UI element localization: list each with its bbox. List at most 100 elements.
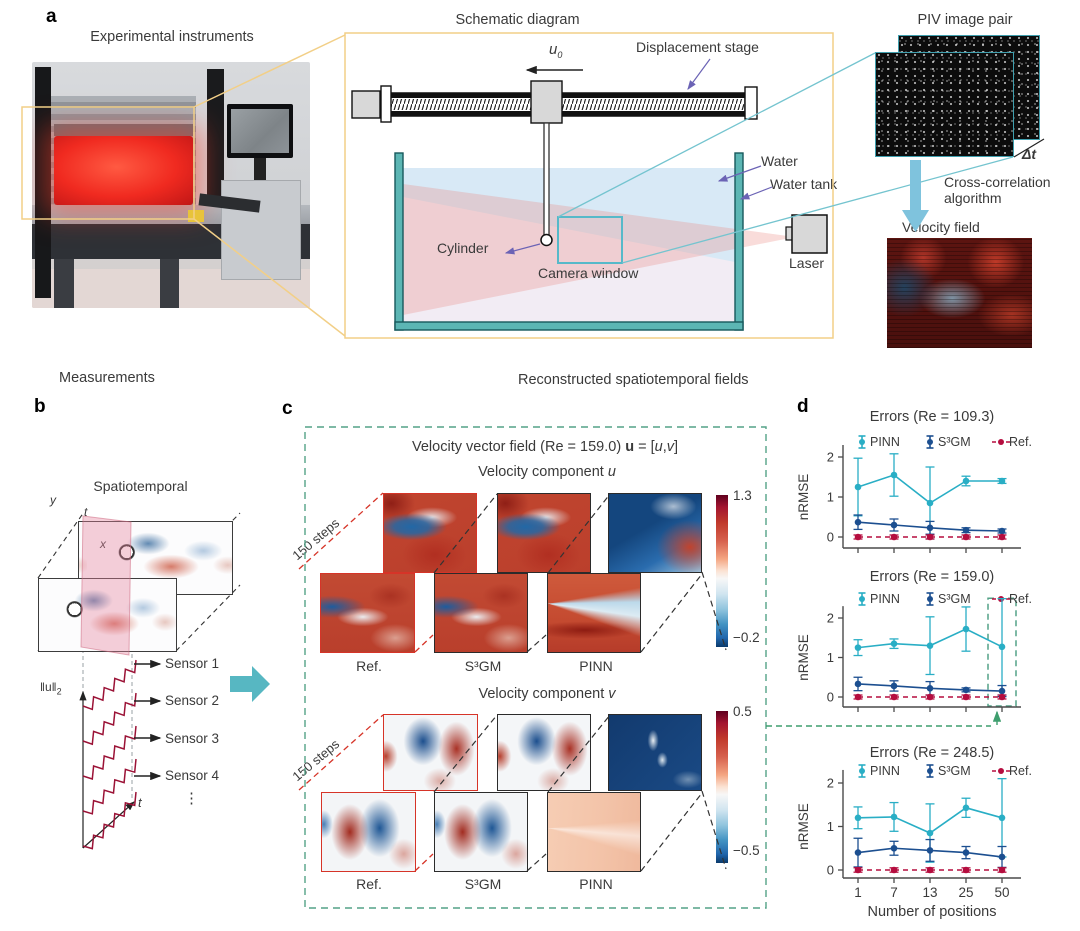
svg-text:7: 7 [890, 885, 898, 900]
svg-text:PINN: PINN [870, 764, 900, 778]
svg-text:Ref.: Ref. [1009, 435, 1032, 449]
monitor-screen [230, 108, 290, 153]
cylinder-graphic [540, 233, 553, 247]
sensor-3-label: Sensor 3 [165, 731, 220, 746]
error-plot-re109: Errors (Re = 109.3) PINN S³GM Ref. 0 1 2 nRMSE [796, 409, 1032, 553]
camera-window-label: Camera window [538, 265, 639, 281]
colorbar-v [716, 711, 728, 863]
svg-text:S³GM: S³GM [938, 592, 971, 606]
sensor-4-label: Sensor 4 [165, 768, 220, 783]
svg-text:1: 1 [827, 819, 834, 834]
u0-label: u0 [549, 41, 562, 60]
sensor-ellipsis: ⋮ [184, 790, 199, 807]
velocity-field-label: Velocity field [902, 219, 980, 235]
svg-text:nRMSE: nRMSE [796, 803, 811, 850]
heatmap-v-s3gm-back [497, 714, 591, 791]
field-title-close: ] [673, 439, 678, 455]
colorbar-v-max: 0.5 [733, 704, 752, 719]
field-title: Velocity vector field (Re = 159.0) u = [… [380, 439, 710, 456]
measurements-header: Measurements [59, 370, 155, 386]
component-u-prefix: Velocity component [478, 464, 608, 480]
cross-correlation-label-line2: algorithm [944, 190, 1002, 206]
colorbar-u [716, 495, 728, 647]
method-label-u-ref: Ref. [356, 658, 382, 674]
cross-correlation-label-line1: Cross-correlation [944, 174, 1051, 190]
panel-label-c: c [282, 398, 293, 419]
water-tank-label: Water tank [770, 176, 838, 192]
spatiotemporal-plane-front [38, 578, 177, 652]
u-norm-sub: 2 [56, 686, 62, 697]
panel-label-d: d [797, 396, 809, 417]
svg-text:1: 1 [827, 490, 834, 505]
field-title-vec: u [625, 439, 635, 455]
heatmap-v-ref-front [321, 792, 416, 872]
method-label-v-s3gm: S³GM [464, 876, 502, 892]
svg-text:2: 2 [827, 611, 834, 626]
field-title-v: v [666, 439, 674, 455]
method-label-u-s3gm: S³GM [464, 658, 502, 674]
reconstructed-header: Reconstructed spatiotemporal fields [518, 372, 749, 388]
heatmap-u-ref-back [383, 493, 477, 573]
sensor-signal-traces [82, 659, 137, 850]
piv-pair-title: PIV image pair [917, 12, 1013, 28]
svg-text:2: 2 [827, 776, 834, 791]
method-label-u-pinn: PINN [579, 658, 613, 674]
svg-text:2: 2 [827, 450, 834, 465]
svg-text:Number of positions: Number of positions [868, 904, 997, 920]
sensor-2-label: Sensor 2 [165, 693, 220, 708]
laser-graphic [785, 214, 828, 254]
heatmap-u-s3gm-front [434, 573, 528, 653]
displacement-stage-label: Displacement stage [636, 39, 759, 55]
method-label-v-pinn: PINN [579, 876, 613, 892]
svg-text:Errors (Re = 159.0): Errors (Re = 159.0) [870, 569, 995, 585]
svg-text:13: 13 [922, 885, 937, 900]
velocity-field-image [887, 238, 1032, 348]
component-v-var: v [608, 686, 616, 702]
colorbar-u-max: 1.3 [733, 488, 752, 503]
axis-x-label: x [100, 537, 106, 551]
svg-text:0: 0 [827, 530, 834, 545]
axis-t-label: t [84, 505, 88, 519]
field-title-text: Velocity vector field (Re = 159.0) [412, 439, 626, 455]
delta-t-label: Δt [1022, 146, 1037, 162]
svg-text:S³GM: S³GM [938, 764, 971, 778]
t-axis-label: t [138, 795, 142, 810]
heatmap-v-s3gm-front [434, 792, 528, 872]
heatmap-u-ref-front [320, 573, 415, 653]
svg-text:Errors (Re = 109.3): Errors (Re = 109.3) [870, 409, 995, 425]
svg-text:PINN: PINN [870, 592, 900, 606]
heatmap-v-pinn-back [608, 714, 702, 791]
axis-y-label: y [50, 493, 56, 507]
warning-label [187, 209, 205, 222]
error-plot-re248: Errors (Re = 248.5) PINN S³GM Ref. 0 1 2 nRMSE 1… [796, 745, 1032, 920]
frame-post-right [207, 69, 224, 198]
u-norm-label: ‖u‖2 [40, 680, 62, 697]
svg-text:25: 25 [958, 885, 973, 900]
spatiotemporal-label: Spatiotemporal [93, 478, 188, 494]
equipment-cart [221, 180, 301, 281]
colorbar-v-min: −0.5 [733, 843, 760, 858]
heatmap-u-pinn-back [608, 493, 702, 573]
svg-text:S³GM: S³GM [938, 435, 971, 449]
tank-lid [54, 123, 194, 136]
svg-text:50: 50 [994, 885, 1009, 900]
field-title-eq: = [ [634, 439, 655, 455]
svg-text:Ref.: Ref. [1009, 592, 1032, 606]
sensor-1-label: Sensor 1 [165, 656, 220, 671]
method-label-v-ref: Ref. [356, 876, 382, 892]
monitor-stand [254, 157, 266, 181]
schematic-title: Schematic diagram [455, 12, 580, 28]
u0-sub: 0 [557, 50, 563, 60]
svg-text:Errors (Re = 248.5): Errors (Re = 248.5) [870, 745, 995, 761]
displacement-stage-graphic [351, 80, 758, 124]
svg-text:nRMSE: nRMSE [796, 634, 811, 681]
water-label: Water [761, 153, 798, 169]
svg-text:1: 1 [827, 650, 834, 665]
cylinder-label: Cylinder [437, 240, 489, 256]
component-u-title: Velocity component u [452, 464, 642, 481]
u-norm-base: ‖u‖ [40, 680, 57, 694]
panel-label-b: b [34, 396, 46, 417]
component-u-var: u [607, 464, 616, 480]
laser-label: Laser [789, 255, 825, 271]
